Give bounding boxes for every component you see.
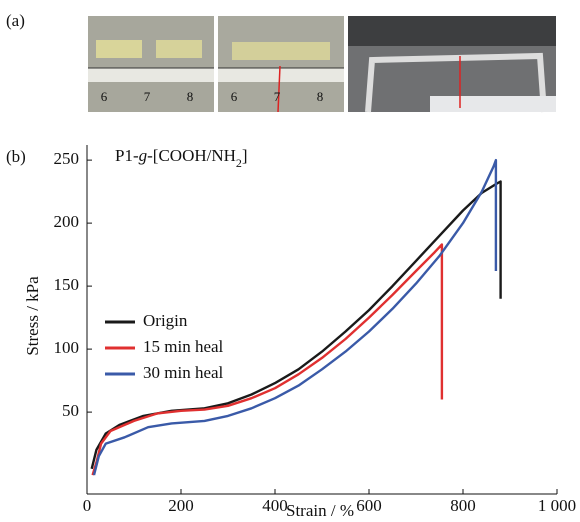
- x-tick-label: 200: [168, 496, 194, 515]
- y-axis-label: Stress / kPa: [23, 276, 42, 356]
- ruler-label: 6: [231, 89, 238, 104]
- x-tick-label: 400: [262, 496, 288, 515]
- legend-label: 15 min heal: [143, 337, 224, 356]
- panel-label: (a): [6, 11, 25, 30]
- title-part: -[COOH/NH: [147, 146, 236, 165]
- x-tick-label: 0: [83, 496, 92, 515]
- photo: [88, 16, 214, 112]
- panel-label: (b): [6, 147, 26, 166]
- series-line: [90, 180, 502, 470]
- series-line: [92, 158, 498, 476]
- title-part: 2: [236, 156, 242, 170]
- legend-label: Origin: [143, 311, 188, 330]
- x-tick-label: 1 000: [538, 496, 576, 515]
- series-line: [91, 243, 444, 476]
- y-tick-label: 150: [54, 275, 80, 294]
- legend-label: 30 min heal: [143, 363, 224, 382]
- ruler-label: 8: [317, 89, 324, 104]
- chart-title: P1-g-[COOH/NH2]: [115, 146, 248, 170]
- plot: 50 100 150 200 250 0 200 400 600 800 1 000 P1-g-[CO…: [54, 145, 576, 515]
- y-tick-label: 200: [54, 212, 80, 231]
- ruler-labels: 6 7 8 6 7 8: [101, 89, 324, 104]
- photo: [348, 16, 556, 113]
- photo: [218, 16, 344, 113]
- x-axis-label: Strain / %: [286, 501, 354, 520]
- x-tick-label: 600: [356, 496, 382, 515]
- ruler-label: 8: [187, 89, 194, 104]
- title-part: P1-: [115, 146, 139, 165]
- x-tick-label: 800: [450, 496, 476, 515]
- ruler-label: 7: [144, 89, 151, 104]
- y-tick-label: 100: [54, 338, 80, 357]
- title-part: ]: [242, 146, 248, 165]
- ruler-label: 6: [101, 89, 108, 104]
- ruler-label: 7: [274, 89, 281, 104]
- y-tick-label: 250: [54, 149, 80, 168]
- title-part: g: [139, 146, 148, 165]
- y-tick-label: 50: [62, 401, 79, 420]
